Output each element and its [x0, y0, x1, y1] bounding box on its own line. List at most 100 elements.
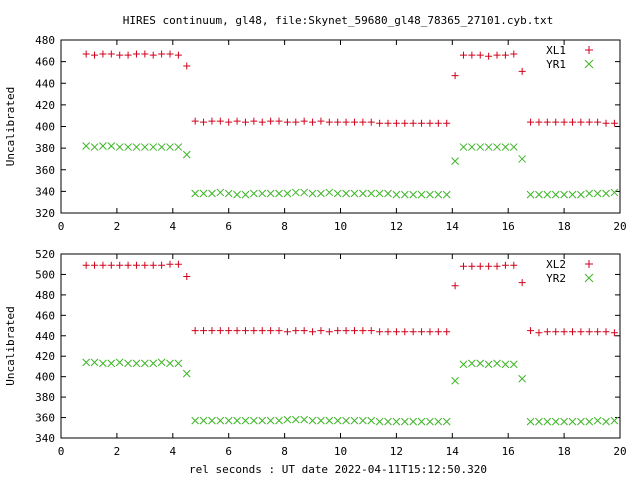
data-point [308, 416, 317, 425]
data-point [594, 118, 602, 126]
series-xl2 [82, 260, 618, 337]
data-point [149, 51, 157, 59]
data-point [384, 119, 392, 127]
x-tick-label: 10 [334, 220, 347, 233]
data-point [115, 358, 124, 367]
data-point [560, 417, 568, 426]
data-point [166, 260, 174, 268]
data-point [300, 117, 308, 125]
data-point [552, 328, 560, 336]
data-point [434, 190, 443, 199]
data-point [258, 189, 267, 198]
data-point [543, 328, 551, 336]
data-point [317, 327, 325, 335]
data-point [577, 328, 585, 336]
data-point [309, 328, 317, 336]
data-point [233, 117, 241, 125]
data-point [535, 329, 543, 337]
y-tick-label: 400 [35, 121, 55, 134]
data-point [602, 328, 610, 336]
data-point [267, 117, 275, 125]
x-tick-label: 6 [225, 220, 232, 233]
data-point [91, 51, 99, 59]
data-point [442, 190, 451, 199]
data-point [593, 189, 602, 198]
data-point [602, 417, 610, 426]
data-point [384, 417, 392, 426]
series-yr2 [82, 358, 619, 426]
data-point [266, 416, 275, 425]
data-point [208, 327, 216, 335]
data-point [560, 190, 568, 199]
data-point [325, 328, 333, 336]
data-point [535, 118, 543, 126]
data-point [518, 155, 527, 163]
data-point [350, 416, 359, 425]
series-xl1 [82, 50, 618, 127]
x-tick-label: 8 [281, 445, 288, 458]
x-tick-label: 16 [502, 220, 515, 233]
plot-frame [60, 39, 621, 214]
data-point [241, 327, 249, 335]
data-point [392, 119, 400, 127]
data-point [99, 261, 107, 269]
data-point [367, 189, 376, 198]
data-point [342, 327, 350, 335]
data-point [158, 50, 166, 58]
data-point [568, 118, 576, 126]
data-point [459, 262, 467, 270]
data-point [283, 328, 291, 336]
x-tick-label: 18 [557, 220, 570, 233]
data-point [191, 416, 200, 425]
data-point [451, 282, 459, 290]
data-point [99, 142, 107, 150]
data-point [443, 119, 451, 127]
data-point [451, 157, 459, 165]
legend-label: XL1 [546, 44, 566, 57]
data-point [484, 143, 493, 151]
data-point [300, 327, 308, 335]
data-point [216, 416, 225, 425]
data-point [275, 416, 283, 425]
data-point [376, 328, 384, 336]
data-point [82, 142, 91, 150]
data-point [594, 328, 602, 336]
data-point [510, 50, 518, 58]
data-point [200, 118, 208, 126]
data-point [241, 190, 250, 199]
data-point [384, 328, 392, 336]
data-point [392, 190, 401, 199]
legend-label: YR2 [546, 272, 566, 285]
data-point [476, 51, 484, 59]
data-point [141, 261, 149, 269]
y-tick-label: 400 [35, 371, 55, 384]
data-point [275, 189, 283, 198]
data-point [442, 417, 451, 426]
data-point [124, 359, 132, 368]
data-point [132, 359, 141, 368]
data-point [90, 358, 99, 367]
data-point [468, 51, 476, 59]
data-point [434, 119, 442, 127]
data-point [141, 50, 149, 58]
data-point [174, 260, 182, 268]
data-point [132, 50, 140, 58]
y-tick-label: 460 [35, 56, 55, 69]
data-point [124, 51, 132, 59]
data-point [375, 189, 384, 198]
data-point [174, 51, 182, 59]
data-point [400, 417, 409, 426]
data-point [409, 119, 417, 127]
legend-marker [584, 273, 594, 283]
data-point [418, 119, 426, 127]
data-point [267, 327, 275, 335]
data-point [577, 190, 585, 199]
legend-marker [585, 260, 593, 268]
data-point [124, 143, 132, 151]
data-point [140, 359, 149, 368]
data-point [560, 118, 568, 126]
data-point [208, 416, 216, 425]
data-point [241, 416, 250, 425]
data-point [99, 50, 107, 58]
data-point [149, 261, 157, 269]
